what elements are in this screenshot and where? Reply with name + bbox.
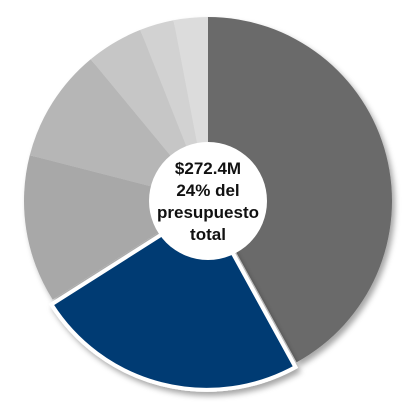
pie-slice-1 (208, 17, 392, 363)
center-label-total: total (190, 225, 226, 244)
center-label-percent: 24% del (176, 181, 239, 200)
center-label-amount: $272.4M (175, 159, 241, 178)
pie-slice-2 (48, 203, 299, 392)
center-hole (149, 142, 267, 260)
highlighted-slice-group (48, 203, 299, 392)
center-label-budget: presupuesto (157, 203, 259, 222)
